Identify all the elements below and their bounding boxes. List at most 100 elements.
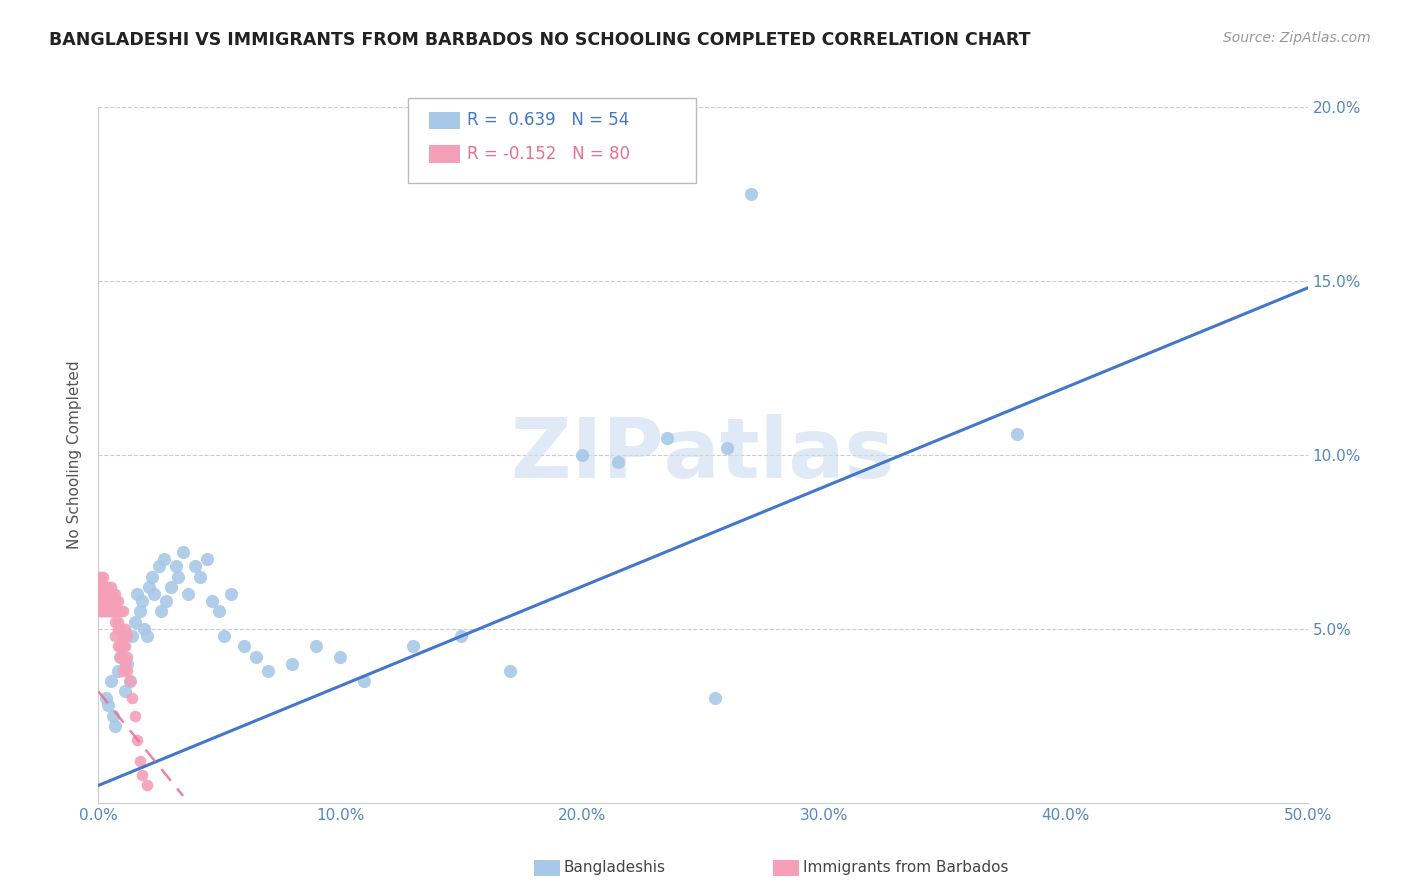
Point [124,615,146,629]
Point [90,587,112,601]
Point [143,587,166,601]
Point [127,587,149,601]
Point [135,629,157,643]
Point [114,639,136,653]
Point [571,448,593,462]
Point [87,587,110,601]
Point [91,570,114,584]
Point [117,657,139,671]
Point [97,605,120,619]
Point [740,187,762,202]
Point [117,629,139,643]
Point [108,622,131,636]
Point [104,594,127,608]
Text: R = -0.152   N = 80: R = -0.152 N = 80 [467,145,630,163]
Point [87,580,110,594]
Point [716,441,738,455]
Point [111,629,134,643]
Point [91,587,114,601]
Point [94,594,117,608]
Point [101,605,124,619]
Point [97,580,120,594]
Point [97,587,120,601]
Point [94,580,117,594]
Point [94,691,117,706]
Point [100,594,122,608]
Point [232,639,254,653]
Point [402,639,425,653]
Point [150,605,173,619]
Point [114,684,136,698]
Point [114,622,136,636]
Point [177,587,200,601]
Point [94,587,117,601]
Point [167,570,190,584]
Text: Immigrants from Barbados: Immigrants from Barbados [803,861,1008,875]
Point [87,570,110,584]
Point [128,754,150,768]
Point [91,580,114,594]
Point [108,605,131,619]
Point [107,664,129,678]
Point [87,594,110,608]
Point [188,570,211,584]
Point [141,570,163,584]
Point [100,580,122,594]
Point [94,587,117,601]
Point [121,691,143,706]
Text: ZIP​atlas: ZIP​atlas [512,415,894,495]
Point [100,674,122,689]
Point [100,587,122,601]
Point [138,580,160,594]
Text: BANGLADESHI VS IMMIGRANTS FROM BARBADOS NO SCHOOLING COMPLETED CORRELATION CHART: BANGLADESHI VS IMMIGRANTS FROM BARBADOS … [49,31,1031,49]
Point [131,768,153,782]
Point [101,587,124,601]
Point [353,674,375,689]
Point [212,629,235,643]
Point [118,674,141,689]
Text: R =  0.639   N = 54: R = 0.639 N = 54 [467,112,628,129]
Point [111,629,134,643]
Point [155,594,177,608]
Point [91,605,114,619]
Point [221,587,243,601]
Point [111,649,134,664]
Point [87,587,110,601]
Point [704,691,727,706]
Point [90,605,112,619]
Point [90,570,112,584]
Point [90,580,112,594]
Point [87,605,110,619]
Point [118,674,141,689]
Point [160,580,183,594]
Point [104,629,127,643]
Point [127,733,149,747]
Point [90,580,112,594]
Point [107,622,129,636]
Point [107,605,129,619]
Point [91,587,114,601]
Point [100,594,122,608]
Point [97,587,120,601]
Point [100,605,122,619]
Point [134,622,156,636]
Point [97,594,120,608]
Point [100,605,122,619]
Point [94,605,117,619]
Point [607,455,630,469]
Point [101,605,124,619]
Text: Bangladeshis: Bangladeshis [564,861,666,875]
Point [107,594,129,608]
Point [135,778,157,792]
Point [208,605,231,619]
Point [111,664,134,678]
Point [201,594,224,608]
Point [101,594,124,608]
Point [87,594,110,608]
Point [450,629,472,643]
Point [101,708,124,723]
Point [124,708,146,723]
Point [111,605,134,619]
Point [329,649,352,664]
Point [281,657,304,671]
